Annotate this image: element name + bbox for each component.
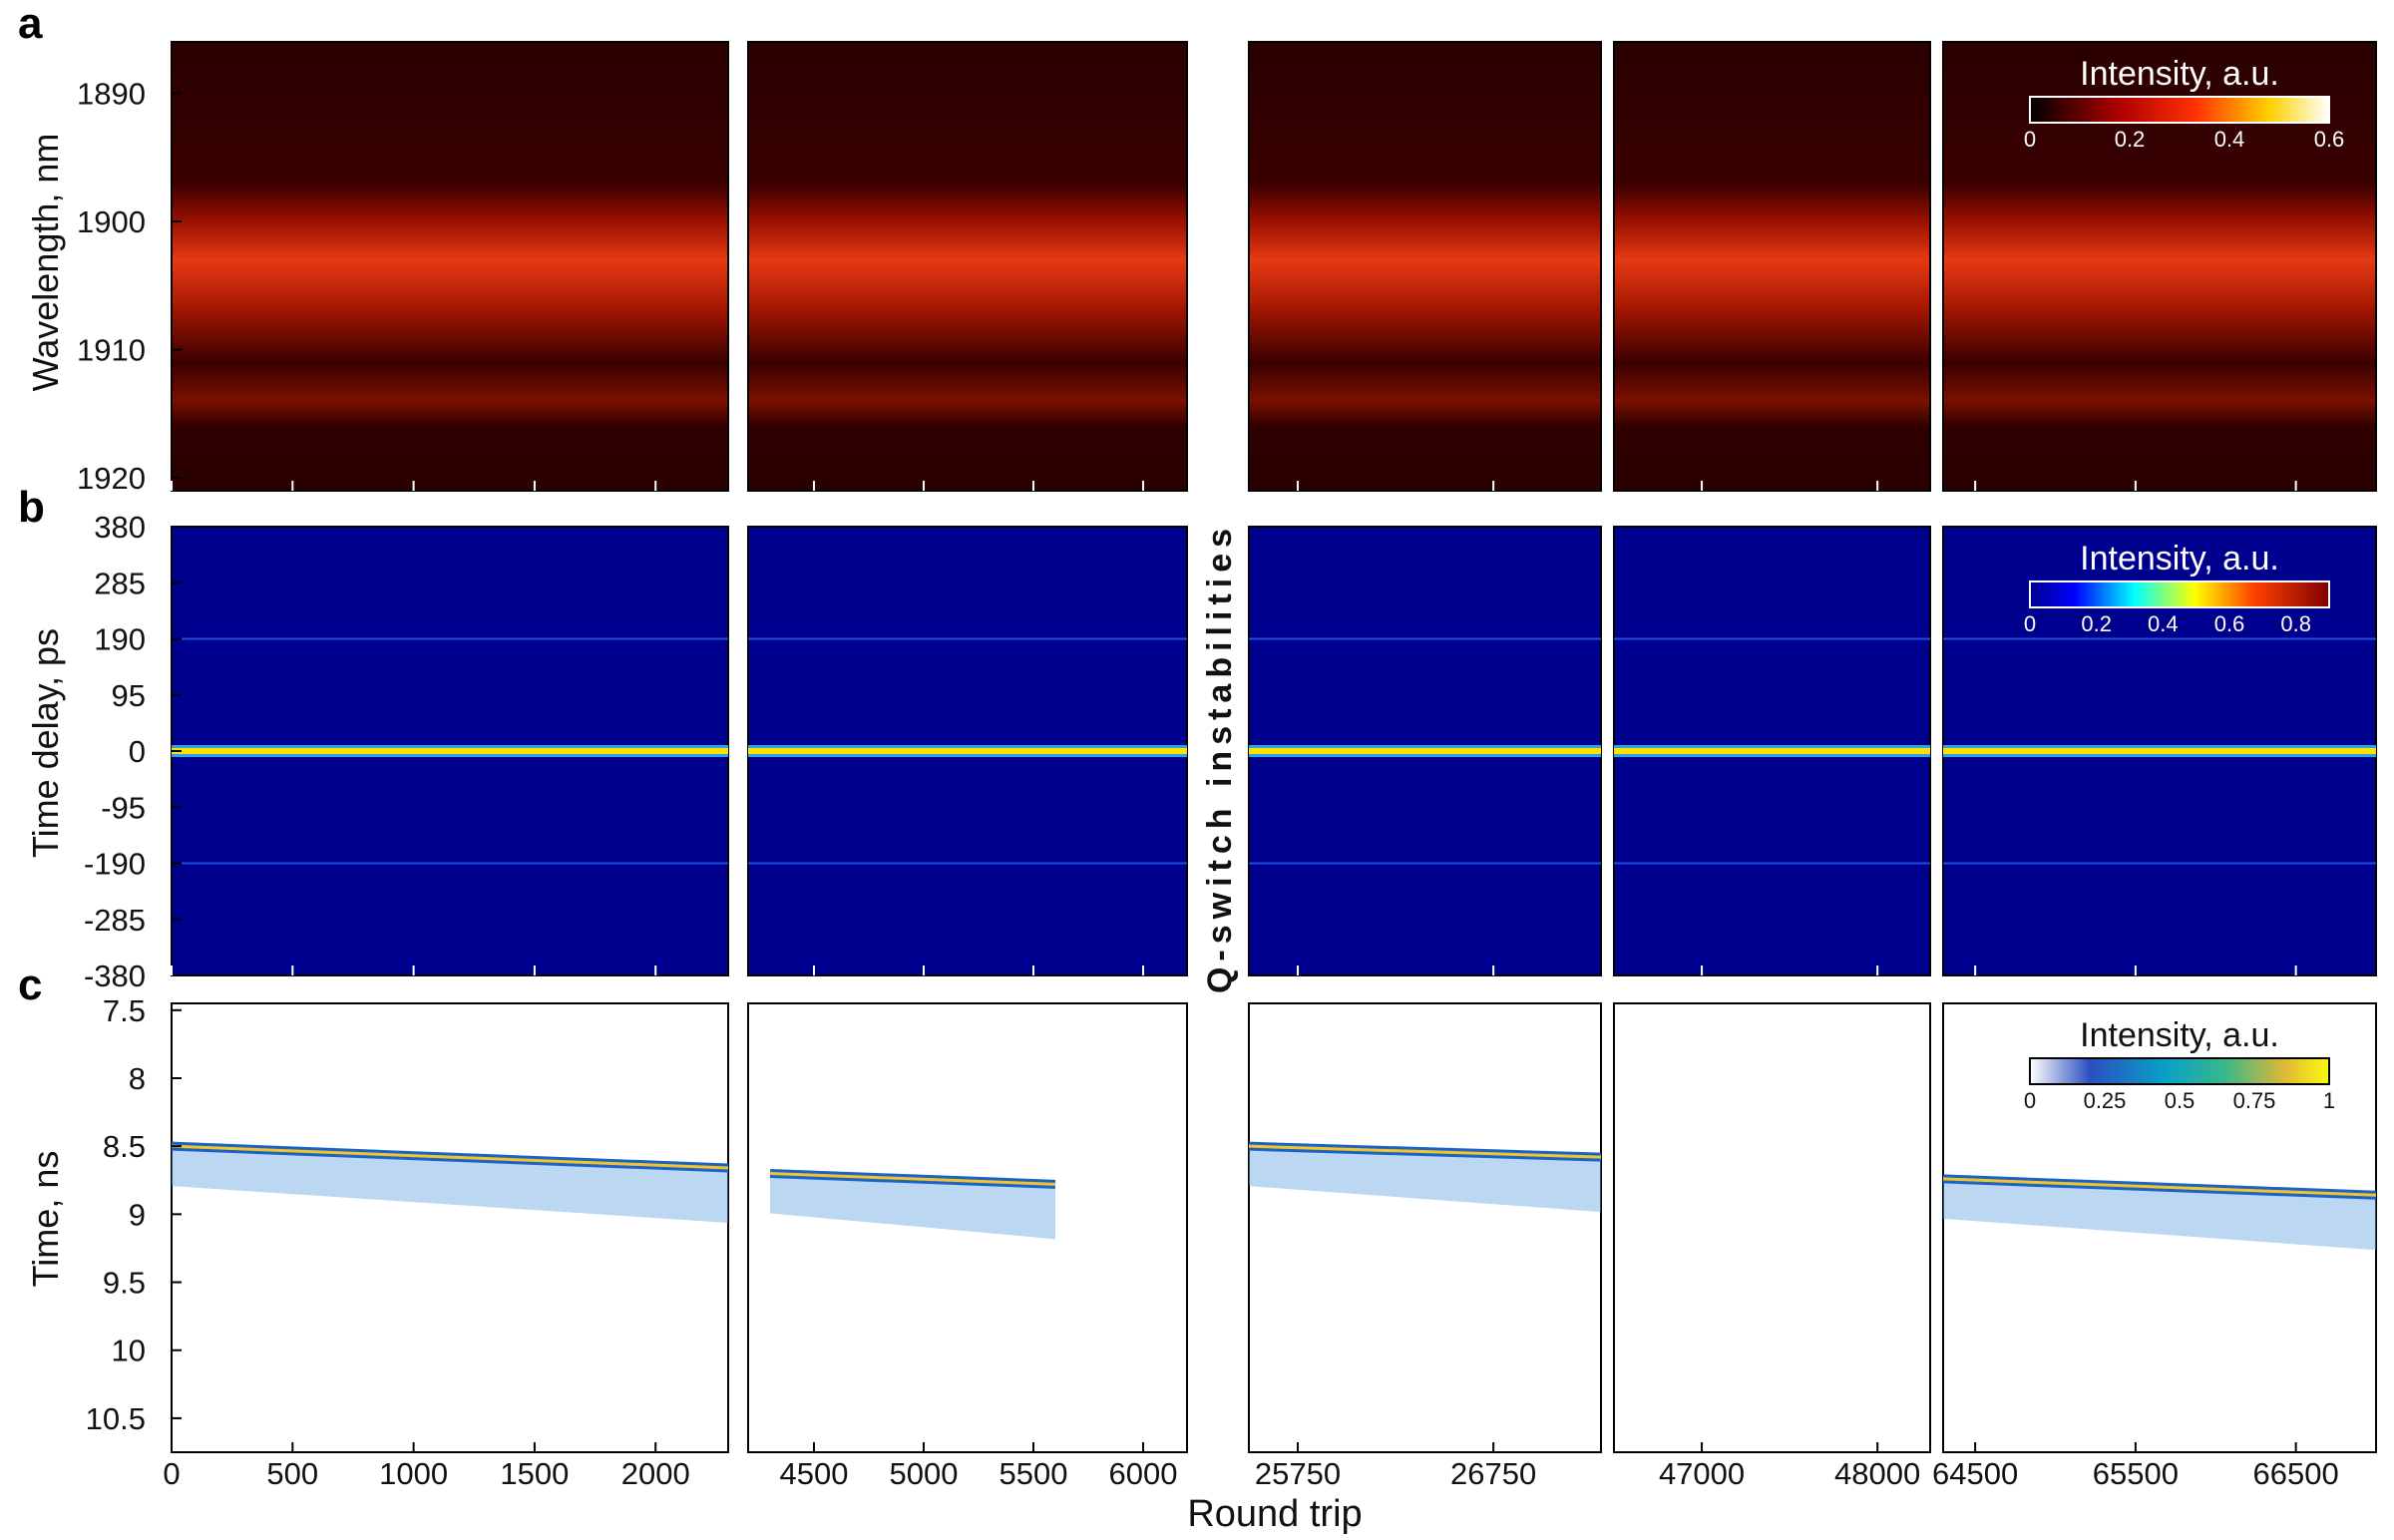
- y-tick-label: 1910: [77, 333, 146, 368]
- panel-c-segment-1: [171, 1002, 729, 1453]
- colorbar-tick-label: 0.8: [2280, 611, 2311, 636]
- y-tick-label: 9.5: [103, 1266, 146, 1301]
- x-tick-label: 48000: [1834, 1456, 1920, 1491]
- y-tick-label: 8: [129, 1061, 146, 1096]
- colorbar-tick-label: 0: [2024, 611, 2036, 636]
- q-switch-annotation: Q-switch instabilities: [1201, 523, 1239, 993]
- colorbar-tick-label: 0.2: [2115, 127, 2146, 152]
- x-tick-label: 1000: [379, 1456, 448, 1491]
- panel-letter-c: c: [18, 961, 42, 1009]
- x-tick-label: 4500: [780, 1456, 849, 1491]
- colorbar-tick-label: 0.75: [2233, 1088, 2276, 1113]
- x-tick-label: 500: [266, 1456, 318, 1491]
- y-tick-label: 8.5: [103, 1129, 146, 1164]
- y-tick-label: -380: [84, 959, 146, 993]
- panel-letter-b: b: [18, 483, 45, 532]
- y-tick-label: -190: [84, 847, 146, 882]
- colorbars: Intensity, a.u. 0 0.2 0.4 0.6 Intensity, a.u.…: [2024, 55, 2344, 1113]
- panel-a-segment-2: [747, 41, 1188, 492]
- y-tick-label: 1890: [77, 76, 146, 111]
- x-tick-label: 5500: [999, 1456, 1068, 1491]
- colorbar-gradient: [2029, 1057, 2330, 1085]
- y-tick-label: 0: [129, 734, 146, 769]
- trace-b-center: [1614, 748, 1930, 754]
- panel-a-segment-1: [171, 41, 729, 492]
- y-tick-label: 380: [94, 510, 146, 545]
- x-tick-label: 1500: [500, 1456, 569, 1491]
- y-tick-label: -285: [84, 903, 146, 938]
- panel-a-segment-3: [1248, 41, 1602, 492]
- x-tick-label: 25750: [1255, 1456, 1341, 1491]
- x-axis-label: Round trip: [1187, 1493, 1362, 1535]
- y-tick-label: 95: [112, 678, 146, 713]
- x-tick-labels: 0 500 1000 1500 2000 4500 5000 5500 6000 25750 267…: [163, 481, 2339, 1491]
- colorbar-title: Intensity, a.u.: [2080, 1016, 2279, 1054]
- x-tick-label: 26750: [1450, 1456, 1536, 1491]
- y-tick-label: 1920: [77, 461, 146, 496]
- y-axis-label-a: Wavelength, nm: [25, 134, 66, 392]
- colorbar-gradient: [2029, 96, 2330, 124]
- y-tick-label: 10.5: [86, 1401, 146, 1436]
- heatmap-panels: [171, 41, 2377, 1453]
- trace-c-tail: [770, 1173, 1055, 1240]
- panel-c-segment-3: [1248, 1002, 1602, 1453]
- colorbar-tick-label: 0.25: [2084, 1088, 2127, 1113]
- x-tick-label: 64500: [1932, 1456, 2018, 1491]
- x-tick-label: 2000: [621, 1456, 690, 1491]
- y-tick-label: 9: [129, 1197, 146, 1232]
- x-tick-label: 65500: [2093, 1456, 2179, 1491]
- colorbar-title: Intensity, a.u.: [2080, 540, 2279, 578]
- trace-b-center: [172, 748, 728, 754]
- panel-letter-a: a: [18, 0, 43, 48]
- trace-c-tail: [1943, 1178, 2376, 1251]
- trace-c-peak: [1942, 1177, 2377, 1197]
- trace-c-tail: [1249, 1146, 1601, 1213]
- colorbar-tick-label: 0.4: [2148, 611, 2179, 636]
- colorbar-tick-label: 1: [2323, 1088, 2335, 1113]
- colorbar-tick-label: 0: [2024, 1088, 2036, 1113]
- y-tick-label: 1900: [77, 204, 146, 239]
- trace-c-peak: [1248, 1144, 1602, 1159]
- y-tick-labels: 1890 1900 1910 1920 380 285 190 95 0 -95 -190 -285 -…: [77, 76, 182, 1436]
- y-tick-label: 7.5: [103, 993, 146, 1028]
- colorbar-tick-label: 0: [2024, 127, 2036, 152]
- colorbar-gradient: [2029, 580, 2330, 608]
- x-tick-label: 0: [163, 1456, 180, 1491]
- trace-b-center: [1943, 748, 2376, 754]
- colorbar-tick-label: 0.6: [2314, 127, 2345, 152]
- x-tick-label: 47000: [1659, 1456, 1745, 1491]
- panel-a-segment-4: [1613, 41, 1931, 492]
- trace-c-peak: [171, 1144, 729, 1170]
- y-axis-label-b: Time delay, ps: [25, 628, 66, 858]
- x-tick-label: 66500: [2253, 1456, 2339, 1491]
- y-axis-label-c: Time, ns: [25, 1151, 66, 1288]
- y-tick-label: 10: [112, 1334, 146, 1368]
- y-tick-label: 190: [94, 622, 146, 657]
- colorbar-tick-label: 0.2: [2081, 611, 2112, 636]
- colorbar-tick-label: 0.5: [2165, 1088, 2195, 1113]
- panel-c-segment-2: [747, 1002, 1188, 1453]
- colorbar-title: Intensity, a.u.: [2080, 55, 2279, 93]
- y-tick-label: -95: [101, 790, 146, 825]
- trace-c-peak: [769, 1171, 1056, 1186]
- trace-b-center: [748, 748, 1187, 754]
- colorbar-tick-label: 0.6: [2214, 611, 2245, 636]
- panel-c-segment-4: [1613, 1002, 1931, 1453]
- y-tick-label: 285: [94, 566, 146, 600]
- colorbar-tick-label: 0.4: [2214, 127, 2245, 152]
- trace-b-center: [1249, 748, 1601, 754]
- x-tick-label: 6000: [1109, 1456, 1178, 1491]
- x-tick-label: 5000: [890, 1456, 959, 1491]
